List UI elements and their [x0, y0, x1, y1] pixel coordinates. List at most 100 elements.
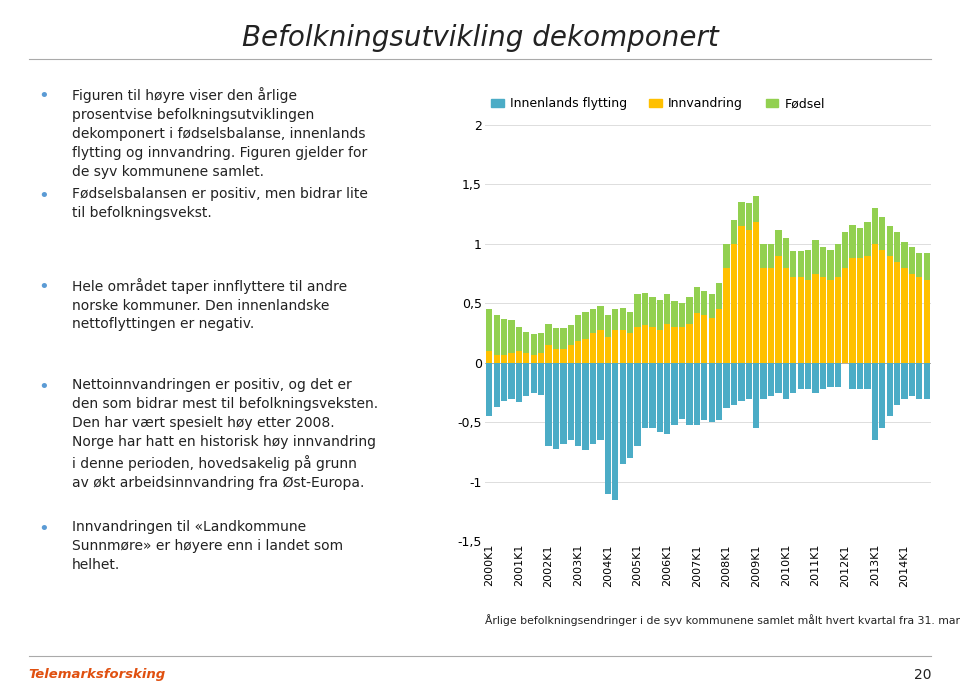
Bar: [857, 363, 863, 389]
Bar: [760, 244, 767, 268]
Bar: [597, 306, 604, 330]
Bar: [686, 298, 692, 323]
Bar: [872, 363, 878, 440]
Bar: [768, 244, 774, 268]
Bar: [545, 345, 552, 363]
Bar: [768, 268, 774, 363]
Bar: [708, 294, 715, 318]
Text: Hele området taper innflyttere til andre
norske kommuner. Den innenlandske
netto: Hele området taper innflyttere til andre…: [72, 278, 348, 332]
Bar: [850, 363, 855, 389]
Bar: [701, 363, 708, 420]
Bar: [627, 363, 634, 458]
Bar: [834, 363, 841, 387]
Bar: [894, 232, 900, 262]
Bar: [886, 226, 893, 256]
Bar: [901, 268, 907, 363]
Bar: [627, 333, 634, 363]
Bar: [916, 253, 923, 277]
Bar: [553, 348, 559, 363]
Bar: [486, 310, 492, 351]
Bar: [671, 363, 678, 425]
Bar: [834, 244, 841, 277]
Bar: [746, 203, 752, 230]
Bar: [820, 248, 827, 277]
Text: Figuren til høyre viser den årlige
prosentvise befolkningsutviklingen
dekomponer: Figuren til høyre viser den årlige prose…: [72, 87, 368, 178]
Text: •: •: [38, 520, 49, 539]
Bar: [731, 244, 737, 363]
Bar: [768, 363, 774, 396]
Bar: [812, 240, 819, 273]
Bar: [649, 298, 656, 327]
Bar: [523, 363, 530, 396]
Bar: [909, 273, 915, 363]
Bar: [724, 244, 730, 268]
Bar: [493, 355, 500, 363]
Bar: [612, 330, 618, 363]
Bar: [501, 363, 507, 401]
Bar: [671, 327, 678, 363]
Bar: [567, 345, 574, 363]
Bar: [567, 325, 574, 345]
Bar: [804, 363, 811, 389]
Bar: [782, 268, 789, 363]
Bar: [605, 363, 612, 493]
Bar: [753, 223, 759, 363]
Bar: [583, 363, 588, 450]
Bar: [589, 310, 596, 333]
Bar: [575, 341, 582, 363]
Bar: [531, 355, 537, 363]
Bar: [716, 283, 722, 310]
Bar: [798, 251, 804, 277]
Text: Innvandringen til «Landkommune
Sunnmøre» er høyere enn i landet som
helhet.: Innvandringen til «Landkommune Sunnmøre»…: [72, 520, 343, 573]
Bar: [493, 315, 500, 355]
Bar: [828, 280, 833, 363]
Bar: [804, 280, 811, 363]
Bar: [916, 277, 923, 363]
Text: Telemarksforsking: Telemarksforsking: [29, 668, 166, 681]
Bar: [894, 363, 900, 405]
Bar: [597, 330, 604, 363]
Bar: [924, 363, 930, 398]
Bar: [635, 294, 640, 327]
Bar: [850, 258, 855, 363]
Bar: [798, 277, 804, 363]
Bar: [708, 318, 715, 363]
Bar: [531, 335, 537, 355]
Bar: [589, 333, 596, 363]
Bar: [649, 327, 656, 363]
Bar: [664, 294, 670, 323]
Bar: [731, 220, 737, 244]
Bar: [782, 363, 789, 398]
Bar: [834, 277, 841, 363]
Bar: [716, 363, 722, 420]
Bar: [724, 268, 730, 363]
Bar: [635, 363, 640, 446]
Bar: [842, 357, 849, 363]
Bar: [760, 268, 767, 363]
Bar: [657, 300, 663, 330]
Bar: [738, 226, 745, 363]
Bar: [828, 250, 833, 280]
Bar: [782, 238, 789, 268]
Bar: [738, 202, 745, 226]
Bar: [694, 313, 700, 363]
Bar: [886, 363, 893, 416]
Bar: [664, 323, 670, 363]
Text: •: •: [38, 278, 49, 296]
Bar: [619, 363, 626, 464]
Bar: [523, 332, 530, 353]
Bar: [746, 230, 752, 363]
Bar: [753, 363, 759, 428]
Bar: [635, 327, 640, 363]
Bar: [612, 310, 618, 330]
Bar: [605, 315, 612, 337]
Bar: [664, 363, 670, 434]
Bar: [753, 196, 759, 223]
Bar: [924, 253, 930, 280]
Bar: [746, 363, 752, 398]
Bar: [760, 363, 767, 398]
Bar: [828, 363, 833, 387]
Bar: [694, 287, 700, 313]
Text: Fødselsbalansen er positiv, men bidrar lite
til befolkningsvekst.: Fødselsbalansen er positiv, men bidrar l…: [72, 187, 368, 220]
Bar: [886, 256, 893, 363]
